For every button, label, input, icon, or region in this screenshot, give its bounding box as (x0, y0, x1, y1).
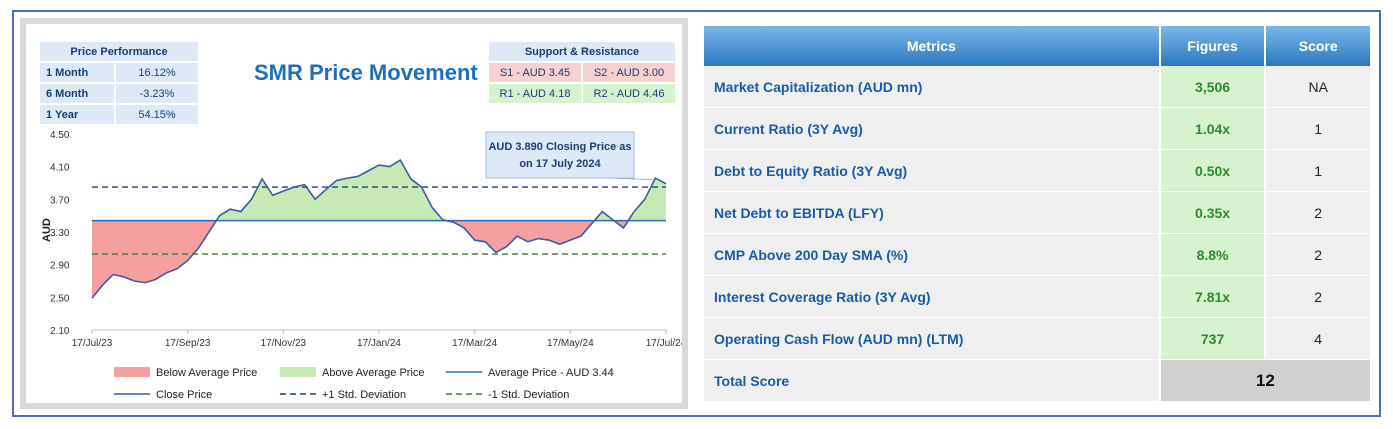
above-average-area (216, 160, 666, 221)
y-tick-label: 4.10 (50, 163, 70, 174)
perf-value: 16.12% (116, 63, 198, 82)
table-row: CMP Above 200 Day SMA (%) 8.8% 2 (704, 234, 1370, 276)
metric-figure: 3,506 (1160, 66, 1265, 108)
price-performance-table: Price Performance 1 Month 16.12% 6 Month… (38, 40, 200, 126)
support-level-2: S2 - AUD 3.00 (583, 63, 675, 82)
metric-label: Interest Coverage Ratio (3Y Avg) (704, 276, 1159, 318)
table-row: 1 Month 16.12% (40, 63, 198, 82)
x-tick-label: 17/Jul/24 (646, 338, 682, 349)
perf-label: 1 Year (40, 105, 114, 124)
table-row: 6 Month -3.23% (40, 84, 198, 103)
metric-label: Operating Cash Flow (AUD mn) (LTM) (704, 318, 1159, 360)
metric-score: 1 (1266, 108, 1370, 150)
annotation-box (485, 131, 635, 179)
metric-figure: 7.81x (1160, 276, 1265, 318)
support-resistance-table: Support & Resistance S1 - AUD 3.45 S2 - … (487, 40, 677, 105)
legend-label: Close Price (156, 389, 212, 401)
metric-score: 1 (1266, 150, 1370, 192)
legend-swatch (114, 367, 150, 377)
price-chart: 4.50 4.10 3.70 3.30 2.90 2.50 2.10 AUD 17/Jul/23… (41, 130, 682, 401)
resistance-level-2: R2 - AUD 4.46 (583, 84, 675, 103)
score-header: Score (1266, 26, 1370, 66)
legend-label: Below Average Price (156, 367, 257, 379)
x-tick-label: 17/Mar/24 (452, 338, 497, 349)
metric-figure: 0.50x (1160, 150, 1265, 192)
metric-figure: 737 (1160, 318, 1265, 360)
legend-label: Above Average Price (322, 367, 425, 379)
y-tick-label: 3.30 (50, 228, 70, 239)
metric-label: CMP Above 200 Day SMA (%) (704, 234, 1159, 276)
metric-score: 2 (1266, 192, 1370, 234)
y-tick-label: 2.10 (50, 326, 70, 337)
total-score-value: 12 (1160, 360, 1370, 402)
legend-label: +1 Std. Deviation (322, 389, 406, 401)
total-row: Total Score 12 (704, 360, 1370, 402)
table-row: Operating Cash Flow (AUD mn) (LTM) 737 4 (704, 318, 1370, 360)
price-performance-header: Price Performance (40, 42, 198, 61)
y-tick-label: 4.50 (50, 130, 70, 141)
table-row: Net Debt to EBITDA (LFY) 0.35x 2 (704, 192, 1370, 234)
x-tick-label: 17/Sep/23 (165, 338, 211, 349)
perf-label: 1 Month (40, 63, 114, 82)
x-tick-label: 17/Jan/24 (357, 338, 401, 349)
figures-header: Figures (1160, 26, 1265, 66)
metric-figure: 8.8% (1160, 234, 1265, 276)
y-axis-label: AUD (41, 218, 53, 242)
perf-value: 54.15% (116, 105, 198, 124)
report-frame: 4.50 4.10 3.70 3.30 2.90 2.50 2.10 AUD 17/Jul/23… (12, 10, 1381, 417)
perf-label: 6 Month (40, 84, 114, 103)
support-level-1: S1 - AUD 3.45 (489, 63, 581, 82)
metrics-table: Metrics Figures Score Market Capitalizat… (702, 26, 1372, 402)
metric-score: 2 (1266, 234, 1370, 276)
annotation-text: AUD 3.890 Closing Price as (488, 141, 631, 153)
total-score-label: Total Score (704, 360, 1159, 402)
metric-label: Net Debt to EBITDA (LFY) (704, 192, 1159, 234)
metric-label: Debt to Equity Ratio (3Y Avg) (704, 150, 1159, 192)
legend-label: -1 Std. Deviation (488, 389, 569, 401)
table-row: Current Ratio (3Y Avg) 1.04x 1 (704, 108, 1370, 150)
close-price-line (91, 159, 667, 299)
chart-title: SMR Price Movement (254, 60, 478, 85)
x-tick-label: 17/Nov/23 (261, 338, 307, 349)
table-row: Debt to Equity Ratio (3Y Avg) 0.50x 1 (704, 150, 1370, 192)
y-tick-label: 2.90 (50, 261, 70, 272)
below-average-area (92, 220, 666, 299)
legend-label: Average Price - AUD 3.44 (488, 367, 614, 379)
resistance-level-1: R1 - AUD 4.18 (489, 84, 581, 103)
metric-score: 4 (1266, 318, 1370, 360)
legend-swatch (280, 367, 316, 377)
metric-label: Current Ratio (3Y Avg) (704, 108, 1159, 150)
annotation-text: on 17 July 2024 (519, 158, 601, 170)
table-row: R1 - AUD 4.18 R2 - AUD 4.46 (489, 84, 675, 103)
table-row: Interest Coverage Ratio (3Y Avg) 7.81x 2 (704, 276, 1370, 318)
table-row: 1 Year 54.15% (40, 105, 198, 124)
support-resistance-header: Support & Resistance (489, 42, 675, 61)
metrics-header: Metrics (704, 26, 1159, 66)
metric-figure: 0.35x (1160, 192, 1265, 234)
y-tick-label: 3.70 (50, 195, 70, 206)
chart-panel: 4.50 4.10 3.70 3.30 2.90 2.50 2.10 AUD 17/Jul/23… (20, 18, 688, 409)
table-row: Market Capitalization (AUD mn) 3,506 NA (704, 66, 1370, 108)
metric-figure: 1.04x (1160, 108, 1265, 150)
metric-label: Market Capitalization (AUD mn) (704, 66, 1159, 108)
metric-score: NA (1266, 66, 1370, 108)
y-tick-label: 2.50 (50, 293, 70, 304)
x-tick-label: 17/May/24 (547, 338, 594, 349)
x-tick-label: 17/Jul/23 (72, 338, 113, 349)
chart-area: 4.50 4.10 3.70 3.30 2.90 2.50 2.10 AUD 17/Jul/23… (26, 24, 682, 403)
metric-score: 2 (1266, 276, 1370, 318)
perf-value: -3.23% (116, 84, 198, 103)
table-row: S1 - AUD 3.45 S2 - AUD 3.00 (489, 63, 675, 82)
